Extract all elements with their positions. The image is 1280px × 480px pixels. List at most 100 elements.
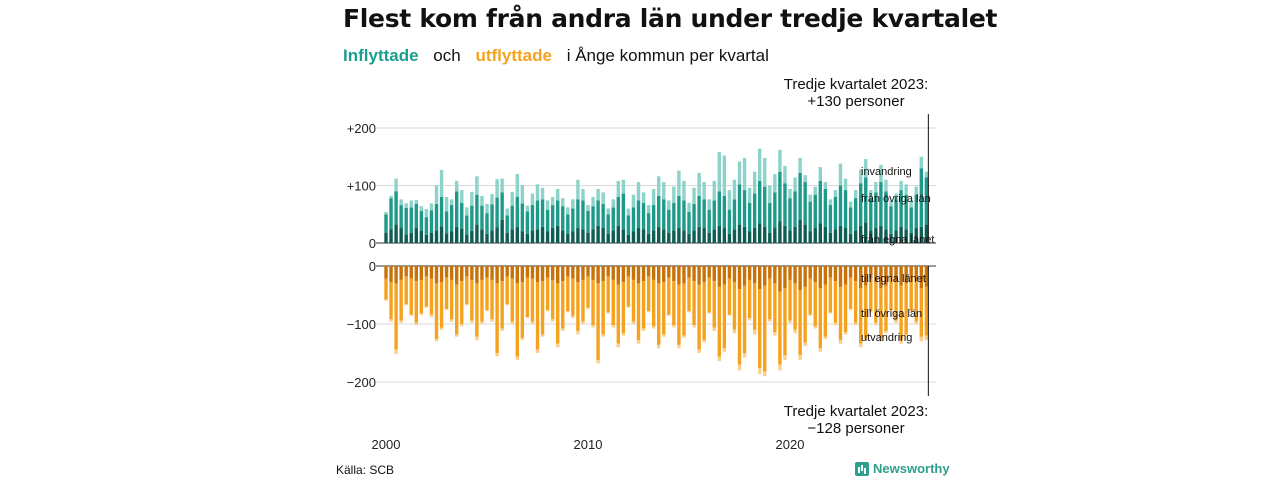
bar-in-ovriga: [636, 200, 641, 229]
bar-out-egna: [717, 266, 721, 287]
bar-out-utvandring: [909, 310, 913, 312]
bar-in-ovriga: [677, 195, 681, 229]
bar-in-egna: [495, 227, 499, 243]
bar-out-utvandring: [874, 322, 878, 326]
bar-in-ovriga: [480, 205, 484, 230]
bar-in-invandring: [702, 182, 706, 200]
bar-out-utvandring: [838, 340, 843, 344]
bar-in-ovriga: [566, 214, 570, 234]
bar-in-invandring: [672, 186, 676, 203]
bar-in-invandring: [485, 203, 489, 214]
bar-in-ovriga: [788, 198, 792, 231]
bar-out-egna: [480, 266, 484, 280]
axis-ticks: +200 +100 0 0 −100 −200 2000 2010 2020: [347, 114, 929, 452]
bar-out-ovriga: [803, 286, 807, 343]
bar-in-egna: [540, 226, 545, 243]
bar-in-egna: [763, 226, 767, 243]
bar-in-ovriga: [626, 215, 631, 235]
bar-out-utvandring: [409, 314, 413, 316]
bar-in-ovriga: [460, 202, 464, 229]
bar-in-invandring: [677, 170, 681, 196]
bar-out-ovriga: [586, 276, 590, 308]
bar-in-ovriga: [455, 191, 459, 227]
bar-out-utvandring: [823, 336, 828, 340]
bar-out-ovriga: [687, 277, 691, 312]
bar-in-invandring: [571, 199, 575, 209]
bar-out-ovriga: [626, 276, 631, 307]
bar-in-invandring: [490, 194, 494, 205]
bar-out-ovriga: [434, 283, 439, 340]
bar-in-invandring: [444, 197, 449, 212]
bar-out-ovriga: [818, 288, 822, 349]
bar-out-utvandring: [515, 356, 519, 360]
bar-out-egna: [803, 266, 807, 287]
bar-in-ovriga: [601, 203, 605, 229]
bar-out-egna: [566, 266, 570, 277]
bar-out-ovriga: [752, 283, 757, 330]
bar-in-egna: [611, 230, 615, 243]
bar-in-ovriga: [384, 214, 388, 233]
bar-out-egna: [626, 266, 631, 277]
bar-in-invandring: [520, 184, 525, 204]
bar-in-invandring: [864, 159, 868, 178]
bar-out-egna: [667, 266, 671, 278]
bar-in-invandring: [853, 190, 858, 199]
bar-out-utvandring: [606, 312, 610, 314]
bar-in-egna: [798, 220, 802, 243]
bar-in-egna: [475, 224, 479, 243]
bar-in-ovriga: [419, 210, 424, 231]
bar-in-ovriga: [783, 183, 787, 226]
bar-in-ovriga: [773, 192, 777, 229]
bar-in-ovriga: [550, 205, 555, 229]
bar-out-egna: [394, 266, 398, 284]
bar-out-utvandring: [742, 353, 747, 358]
bar-out-egna: [611, 266, 615, 280]
subtitle-in-label: Inflyttade: [343, 46, 419, 65]
bar-in-ovriga: [535, 200, 540, 230]
bar-in-egna: [662, 229, 666, 243]
bar-in-egna: [697, 226, 701, 243]
bar-out-utvandring: [702, 340, 706, 343]
bar-in-egna: [884, 229, 888, 243]
bar-in-ovriga: [742, 190, 747, 227]
bar-out-ovriga: [535, 282, 540, 350]
bar-out-egna: [439, 266, 444, 283]
bar-out-ovriga: [783, 288, 787, 356]
bar-in-egna: [389, 229, 393, 243]
bar-in-egna: [631, 231, 636, 243]
bar-out-egna: [596, 266, 600, 284]
bar-in-invandring: [914, 186, 918, 195]
bar-out-utvandring: [722, 348, 727, 352]
bar-in-invandring: [616, 180, 620, 197]
bar-in-egna: [909, 232, 913, 243]
bar-out-utvandring: [869, 311, 873, 313]
bar-in-invandring: [606, 208, 610, 215]
bar-in-ovriga: [838, 185, 843, 226]
bar-in-egna: [788, 230, 792, 243]
bar-in-egna: [399, 228, 403, 243]
bar-out-egna: [525, 266, 530, 278]
bar-out-utvandring: [859, 343, 863, 348]
bar-out-egna: [510, 266, 514, 279]
annotation-bottom-line1: Tredje kvartalet 2023:: [783, 403, 929, 420]
y-tick-label: 0: [369, 259, 376, 274]
bar-out-egna: [773, 266, 777, 284]
bar-in-ovriga: [919, 168, 923, 227]
bar-out-egna: [641, 266, 646, 282]
bar-in-egna: [773, 228, 777, 243]
bar-in-egna: [783, 225, 787, 243]
bar-in-egna: [535, 229, 540, 243]
bar-in-egna: [520, 231, 525, 243]
bar-in-ovriga: [712, 200, 716, 230]
bar-out-ovriga: [884, 285, 888, 331]
bar-in-invandring: [384, 211, 388, 215]
bar-out-egna: [540, 266, 545, 282]
bar-out-utvandring: [540, 334, 545, 337]
bar-out-utvandring: [833, 322, 838, 326]
bar-out-ovriga: [646, 276, 651, 312]
bar-in-ovriga: [697, 195, 701, 227]
bar-out-utvandring: [747, 318, 752, 321]
bar-in-invandring: [455, 180, 459, 192]
bar-out-egna: [520, 266, 525, 283]
